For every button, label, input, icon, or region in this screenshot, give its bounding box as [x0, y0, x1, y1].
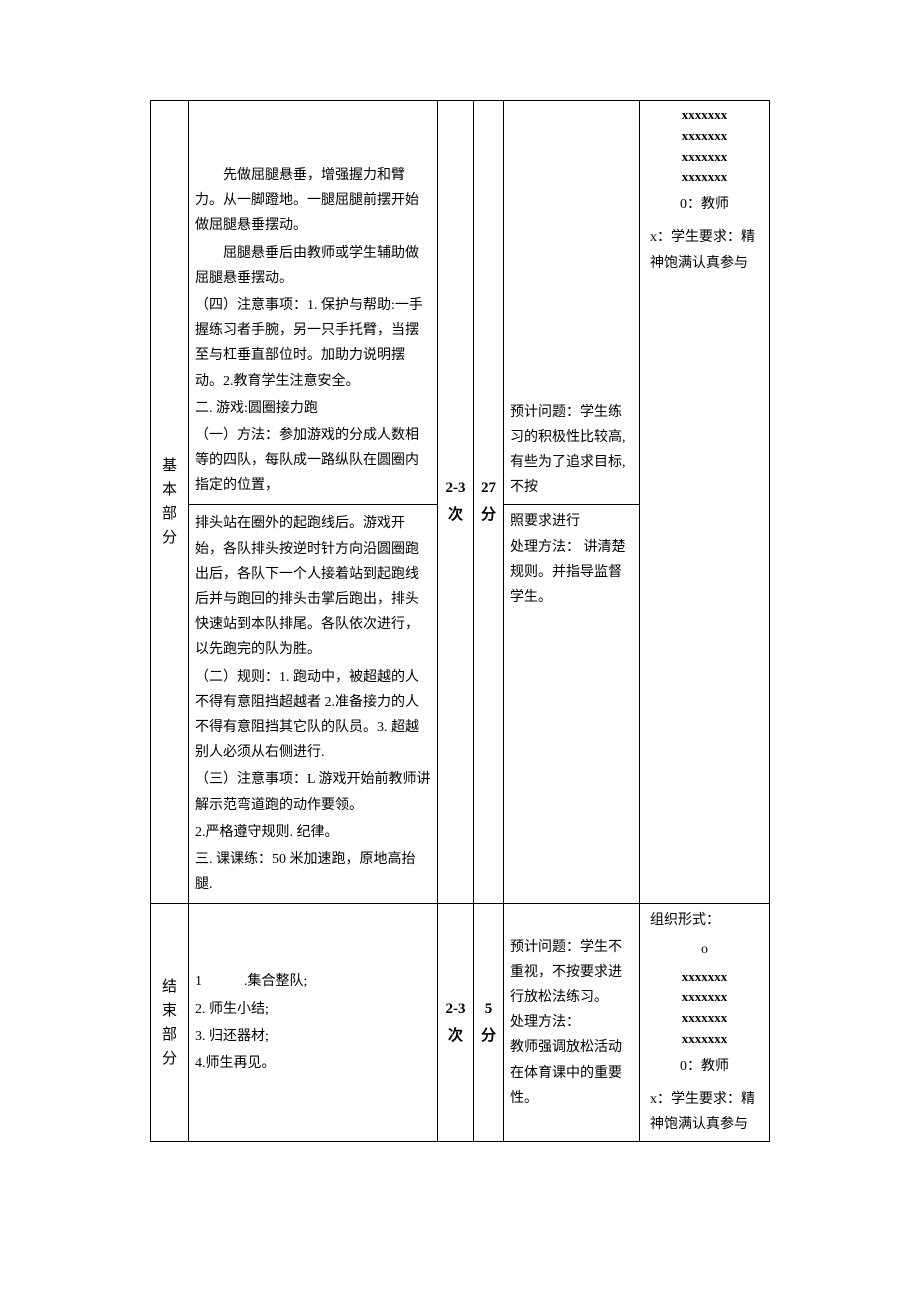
end-section-row: 结束部分 1 .集合整队; 2. 师生小结; 3. 归还器材; 4.师生再见。 … [151, 904, 770, 1142]
end-formation-o: o [646, 937, 763, 962]
formation-xxx-4: xxxxxxx [646, 167, 763, 188]
end-duration-num: 5 [485, 1001, 493, 1017]
duration-unit: 分 [481, 507, 496, 523]
end-section-label: 结束部分 [151, 904, 189, 1142]
end-xxx-4: xxxxxxx [646, 1029, 763, 1050]
end-content: 1 .集合整队; 2. 师生小结; 3. 归还器材; 4.师生再见。 [189, 904, 438, 1142]
basic-section-row-1: 基本部分 先做屈腿悬垂，增强握力和臂力。从一脚蹬地。一腿屈腿前摆开始做屈腿悬垂摆… [151, 101, 770, 505]
content-b3: （三）注意事项：L 游戏开始前教师讲解示范弯道跑的动作要领。 [195, 767, 431, 817]
end-formation-requirement: x：学生要求：精神饱满认真参与 [646, 1087, 763, 1137]
basic-problems-bottom: 照要求进行 处理方法： 讲清楚规则。并指导监督学生。 [504, 505, 640, 904]
end-p2: 2. 师生小结; [195, 997, 431, 1022]
content-p2: 屈腿悬垂后由教师或学生辅助做屈腿悬垂摆动。 [195, 241, 431, 291]
end-p1: 1 .集合整队; [195, 969, 431, 994]
content-p4: 二. 游戏:圆圈接力跑 [195, 396, 431, 421]
end-formation-label: 组织形式： [646, 908, 763, 933]
end-p3: 3. 归还器材; [195, 1024, 431, 1049]
formation-xxx-1: xxxxxxx [646, 105, 763, 126]
end-times: 2-3 次 [438, 904, 474, 1142]
content-b1: 排头站在圈外的起跑线后。游戏开始，各队排头按逆时针方向沿圆圈跑出后，各队下一个人… [195, 511, 431, 662]
formation-teacher: 0：教师 [646, 192, 763, 217]
end-xxx-3: xxxxxxx [646, 1008, 763, 1029]
formation-requirement: x：学生要求：精神饱满认真参与 [646, 225, 763, 275]
formation-xxx-2: xxxxxxx [646, 126, 763, 147]
content-p1: 先做屈腿悬垂，增强握力和臂力。从一脚蹬地。一腿屈腿前摆开始做屈腿悬垂摆动。 [195, 163, 431, 239]
formation-xxx-3: xxxxxxx [646, 147, 763, 168]
end-duration: 5 分 [474, 904, 504, 1142]
end-formation-teacher: 0：教师 [646, 1054, 763, 1079]
content-b5: 三. 课课练：50 米加速跑，原地高抬腿. [195, 847, 431, 897]
basic-duration: 27 分 [474, 101, 504, 904]
end-p4: 4.师生再见。 [195, 1051, 431, 1076]
content-p5: （一）方法：参加游戏的分成人数相等的四队，每队成一路纵队在圆圈内指定的位置， [195, 423, 431, 499]
content-b4: 2.严格遵守规则. 纪律。 [195, 820, 431, 845]
content-p3: （四）注意事项：1. 保护与帮助:一手握练习者手腕，另一只手托臂，当摆至与杠垂直… [195, 293, 431, 394]
basic-content-top: 先做屈腿悬垂，增强握力和臂力。从一脚蹬地。一腿屈腿前摆开始做屈腿悬垂摆动。 屈腿… [189, 101, 438, 505]
duration-num: 27 [481, 480, 496, 496]
basic-formation: xxxxxxx xxxxxxx xxxxxxx xxxxxxx 0：教师 x：学… [640, 101, 770, 904]
end-xxx-1: xxxxxxx [646, 967, 763, 988]
basic-content-bottom: 排头站在圈外的起跑线后。游戏开始，各队排头按逆时针方向沿圆圈跑出后，各队下一个人… [189, 505, 438, 904]
end-duration-unit: 分 [481, 1028, 496, 1044]
basic-times: 2-3 次 [438, 101, 474, 904]
basic-section-label: 基本部分 [151, 101, 189, 904]
content-b2: （二）规则：1. 跑动中，被超越的人不得有意阻挡超越者 2.准备接力的人不得有意… [195, 665, 431, 766]
end-problems: 预计问题：学生不重视，不按要求进行放松法练习。 处理方法： 教师强调放松活动在体… [504, 904, 640, 1142]
end-formation: 组织形式： o xxxxxxx xxxxxxx xxxxxxx xxxxxxx … [640, 904, 770, 1142]
lesson-plan-table: 基本部分 先做屈腿悬垂，增强握力和臂力。从一脚蹬地。一腿屈腿前摆开始做屈腿悬垂摆… [150, 100, 770, 1142]
end-xxx-2: xxxxxxx [646, 987, 763, 1008]
basic-problems-top: 预计问题：学生练习的积极性比较高,有些为了追求目标,不按 [504, 101, 640, 505]
